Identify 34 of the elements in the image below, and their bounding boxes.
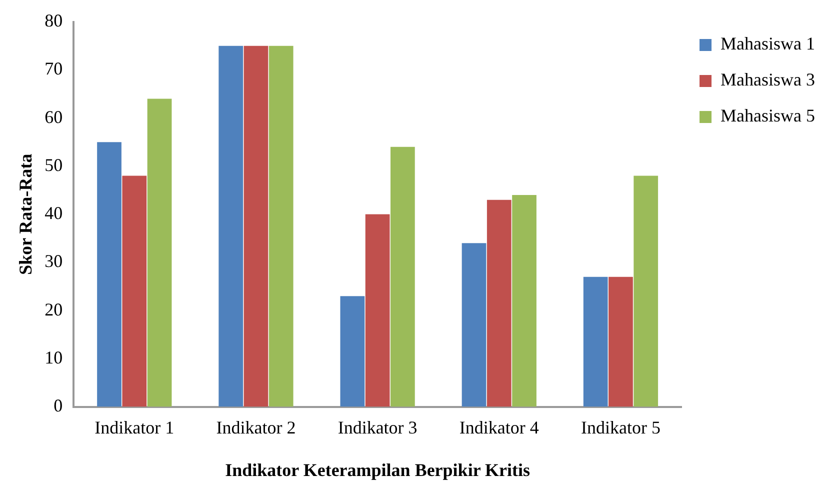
x-tick-label: Indikator 4	[459, 417, 539, 438]
x-tick-label: Indikator 3	[338, 417, 418, 438]
bar	[583, 276, 608, 407]
bar	[218, 46, 244, 407]
bar	[147, 98, 172, 407]
bar	[462, 243, 486, 407]
y-axis-title: Skor Rata-Rata	[15, 154, 36, 275]
bar	[244, 46, 268, 407]
bar	[268, 46, 294, 407]
x-tick-label: Indikator 2	[216, 417, 296, 438]
x-axis-title: Indikator Keterampilan Berpikir Kritis	[225, 460, 530, 480]
legend-label: Mahasiswa 3	[720, 70, 815, 90]
bar	[390, 146, 415, 407]
bar	[365, 214, 390, 407]
y-tick-label: 30	[44, 251, 63, 272]
y-tick-label: 80	[44, 10, 63, 31]
y-tick-label: 20	[44, 299, 63, 320]
legend-label: Mahasiswa 5	[720, 106, 815, 126]
bar	[122, 176, 147, 407]
bar	[340, 296, 365, 407]
y-tick-label: 10	[44, 347, 63, 368]
y-tick-label: 40	[44, 203, 63, 224]
y-tick-label: 60	[44, 106, 63, 127]
x-tick-label: Indikator 5	[580, 417, 660, 438]
bar	[512, 195, 536, 407]
legend-label: Mahasiswa 1	[720, 34, 815, 54]
bar	[634, 176, 658, 407]
bar	[486, 200, 512, 407]
y-tick-label: 50	[44, 154, 63, 175]
bar	[608, 276, 633, 407]
bar	[97, 142, 122, 407]
y-tick-label: 70	[44, 58, 63, 79]
y-tick-label: 0	[54, 396, 63, 416]
x-tick-label: Indikator 1	[94, 417, 174, 438]
